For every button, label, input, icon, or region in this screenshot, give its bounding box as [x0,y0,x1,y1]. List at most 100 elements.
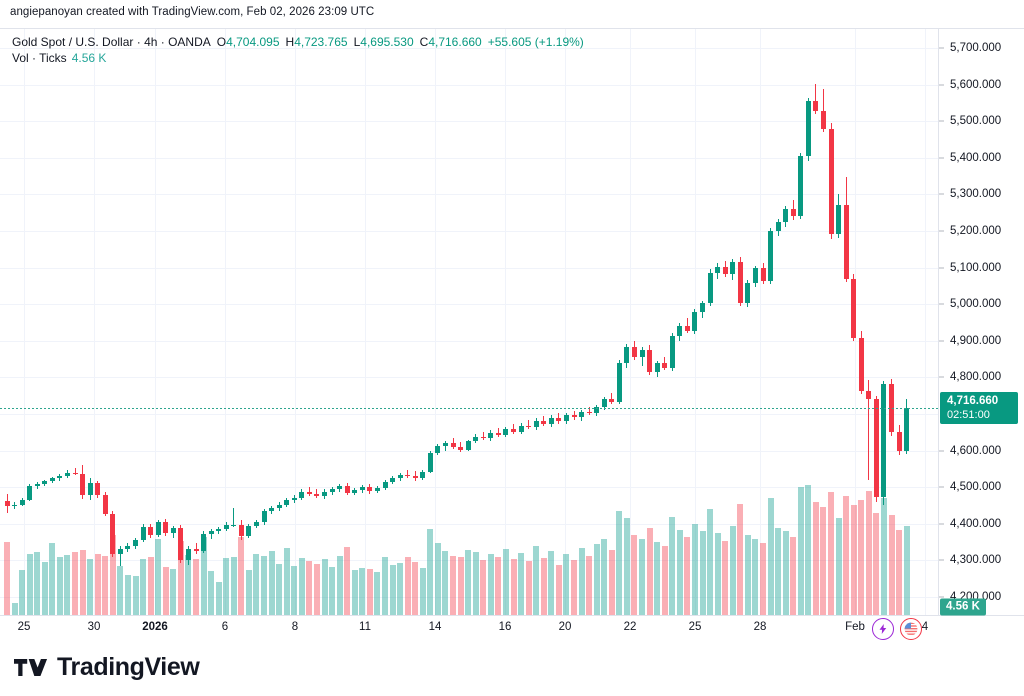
candle-body [231,524,237,526]
gridline-horizontal [0,304,938,305]
price-axis-label: 5,600.000 [950,78,1002,91]
candle-body [390,478,396,483]
volume-bar [427,528,434,615]
volume-bar [487,553,494,615]
price-axis-tick [939,486,944,488]
volume-bar [140,559,147,615]
time-axis-label: 16 [498,621,512,633]
volume-bar [578,548,585,615]
us-flag-icon[interactable] [900,618,922,640]
volume-bar [722,540,729,615]
candle-body [775,222,781,231]
volume-bar [691,524,698,615]
price-axis-tick [939,47,944,49]
volume-badge: 4.56 K [940,598,986,616]
candle-body [858,337,864,391]
candle-body [49,478,55,482]
gridline-vertical [365,29,366,615]
volume-bar [707,509,714,615]
gridline-horizontal [0,524,938,525]
volume-bar [19,570,26,615]
volume-bar [223,558,230,615]
volume-bar [631,535,638,615]
time-axis[interactable]: 25 30 2026 6 8 11 14 16 20 22 25 28 Feb 4 [0,616,1024,644]
candle-body [473,436,479,442]
price-axis-label: 5,200.000 [950,225,1002,237]
volume-bar [389,564,396,615]
candle-body [397,474,403,479]
candle-wick [686,318,688,334]
volume-bar [571,560,577,615]
candle-body [700,303,706,313]
candle-body [896,432,902,452]
gridline-vertical [760,29,761,615]
volume-bar [442,550,449,615]
footer: TradingView [0,644,1024,696]
time-axis-label: 4 [921,621,929,633]
price-axis-tick [939,193,944,195]
volume-bar [185,554,192,615]
candle-body [201,534,207,551]
candle-body [866,390,872,400]
candle-body [526,425,532,428]
tradingview-logo: TradingView [14,653,200,682]
volume-bar [321,559,328,615]
gridline-vertical [94,29,95,615]
candle-body [238,524,244,537]
volume-bar [268,550,275,615]
candle-body [269,508,275,512]
price-axis[interactable]: 5,700.000 5,600.000 5,500.000 5,400.000 5,30… [938,29,1024,616]
volume-bar [601,538,608,615]
volume-bar [49,542,56,615]
price-axis-tick [939,267,944,269]
candle-wick [119,546,121,566]
volume-bar [858,499,865,615]
candle-body [737,261,743,303]
time-axis-label: 28 [753,621,767,633]
volume-bar [94,553,101,615]
volume-bar [525,561,532,615]
candle-body [548,417,554,425]
time-axis-label: 6 [221,621,229,633]
price-axis-tick [939,559,944,561]
candle-body [19,499,25,505]
volume-bar [124,575,131,615]
candle-wick [460,441,462,453]
candle-body [594,407,600,414]
lightning-icon[interactable] [872,618,894,640]
volume-bar [744,535,751,615]
candle-body [42,481,48,484]
candle-body [533,421,539,428]
candle-body [140,526,146,540]
gridline-vertical [505,29,506,615]
candle-body [208,531,214,535]
current-price-line [0,408,938,409]
candle-body [730,261,736,275]
volume-bar [200,537,207,615]
volume-bar [382,557,388,615]
candle-body [518,425,524,432]
candle-body [102,495,108,514]
volume-bar [64,554,71,615]
gridline-horizontal [0,121,938,122]
gridline-vertical [155,29,156,615]
gridline-horizontal [0,597,938,598]
candle-wick [528,419,530,429]
candle-body [768,231,774,281]
volume-bar [79,550,86,615]
volume-bar [714,533,721,615]
volume-bar [880,498,887,615]
candle-body [223,524,229,529]
chart-pane[interactable] [0,29,938,615]
candle-body [170,528,176,533]
candle-body [692,312,698,332]
volume-bar [374,572,381,615]
candle-wick [513,424,515,434]
candle-body [647,350,653,373]
gridline-horizontal [0,560,938,561]
candle-body [480,436,486,439]
time-axis-label: 11 [359,621,371,633]
candle-body [798,156,804,217]
volume-bar [835,518,842,615]
volume-bar [480,560,487,615]
